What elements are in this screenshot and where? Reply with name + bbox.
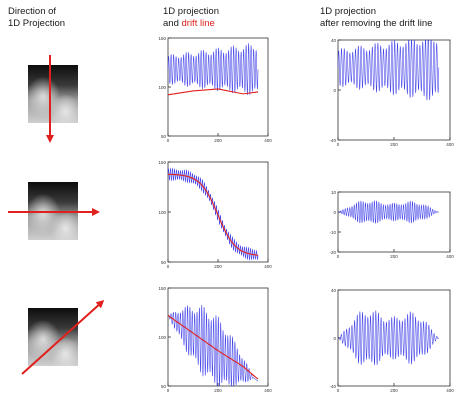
y-tick-label: 100 — [158, 335, 166, 340]
x-tick-label: 200 — [390, 142, 398, 147]
y-tick-label: 150 — [158, 286, 166, 291]
y-tick-label: 0 — [333, 210, 336, 215]
x-tick-label: 0 — [167, 138, 170, 143]
x-tick-label: 200 — [214, 264, 222, 269]
y-tick-label: -40 — [329, 138, 336, 143]
x-tick-label: 400 — [446, 254, 454, 259]
y-tick-label: 10 — [331, 190, 337, 195]
x-tick-label: 200 — [214, 138, 222, 143]
y-tick-label: 150 — [158, 160, 166, 165]
projection-series — [167, 43, 259, 96]
y-tick-label: 100 — [158, 210, 166, 215]
y-tick-label: 50 — [161, 260, 167, 265]
plot-frame — [337, 191, 451, 253]
plot-frame — [337, 289, 451, 387]
thumbnail-1 — [28, 55, 78, 143]
header-projection-drift: 1D projection and drift line — [163, 6, 219, 30]
header-and-text: and — [163, 18, 182, 29]
projection-series — [167, 305, 259, 387]
header-direction-line2: 1D Projection — [8, 18, 66, 29]
header-after-line2: after removing the drift line — [320, 18, 433, 29]
y-tick-label: 40 — [331, 288, 337, 293]
header-after-removal: 1D projection after removing the drift l… — [320, 6, 432, 30]
x-tick-label: 0 — [167, 388, 170, 393]
y-tick-label: -10 — [329, 230, 336, 235]
drift-line-series — [168, 173, 259, 256]
chart-row1-raw: 50 100 150 0 200 400 — [158, 36, 272, 143]
thumbnail-2 — [8, 182, 100, 240]
y-tick-label: 50 — [161, 384, 167, 389]
thumbnail-3 — [21, 299, 105, 375]
y-tick-label: 40 — [331, 38, 337, 43]
x-tick-label: 0 — [337, 142, 340, 147]
x-tick-label: 200 — [390, 388, 398, 393]
x-tick-label: 400 — [446, 388, 454, 393]
x-tick-label: 200 — [390, 254, 398, 259]
header-direction: Direction of 1D Projection — [8, 6, 65, 30]
projection-series — [337, 39, 440, 101]
y-tick-label: 0 — [333, 336, 336, 341]
x-tick-label: 200 — [214, 388, 222, 393]
drift-line-series — [167, 88, 259, 96]
y-tick-label: 100 — [158, 85, 166, 90]
chart-row2-raw: 50 100 150 0 200 400 — [158, 160, 272, 269]
y-tick-label: -40 — [329, 384, 336, 389]
x-tick-label: 400 — [446, 142, 454, 147]
y-tick-label: 50 — [161, 134, 167, 139]
header-projection-line2: and drift line — [163, 18, 219, 30]
x-tick-label: 400 — [264, 138, 272, 143]
drift-line-series — [167, 314, 259, 380]
header-direction-line1: Direction of — [8, 6, 57, 17]
y-tick-label: 150 — [158, 36, 166, 41]
x-tick-label: 0 — [337, 254, 340, 259]
y-tick-label: 0 — [333, 88, 336, 93]
projection-arrow-3 — [21, 299, 105, 375]
x-tick-label: 400 — [264, 264, 272, 269]
x-tick-label: 0 — [337, 388, 340, 393]
plot-frame — [167, 37, 269, 137]
chart-row3-raw: 50 100 150 0 200 400 — [158, 286, 272, 393]
y-tick-label: -20 — [329, 250, 336, 255]
x-tick-label: 0 — [167, 264, 170, 269]
x-tick-label: 400 — [264, 388, 272, 393]
projection-series — [337, 200, 439, 224]
header-after-line1: 1D projection — [320, 6, 376, 17]
header-drift-line-text: drift line — [181, 18, 215, 29]
projection-series — [167, 167, 259, 261]
projection-series — [337, 310, 439, 366]
header-projection-line1: 1D projection — [163, 6, 219, 17]
